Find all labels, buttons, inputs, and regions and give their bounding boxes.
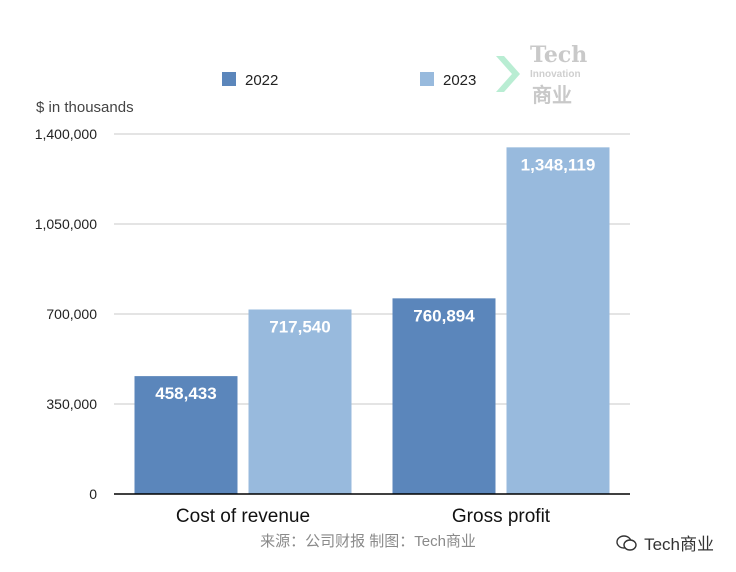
watermark-text-innovation: Innovation bbox=[530, 69, 581, 80]
legend-swatch-2022 bbox=[222, 72, 236, 86]
bar-2023-0 bbox=[248, 309, 352, 494]
legend-label-2023: 2023 bbox=[443, 72, 476, 89]
watermark-text-cn: 商业 bbox=[532, 85, 572, 107]
y-axis-unit-label: $ in thousands bbox=[36, 99, 134, 116]
wechat-icon bbox=[616, 534, 637, 551]
wechat-account-name: Tech商业 bbox=[644, 535, 714, 554]
category-labels: Cost of revenue Gross profit bbox=[176, 506, 551, 527]
bar-2022-0 bbox=[134, 376, 238, 494]
y-tick-label: 350,000 bbox=[46, 396, 97, 412]
legend-label-2022: 2022 bbox=[245, 72, 278, 89]
y-tick-label: 1,050,000 bbox=[35, 216, 97, 232]
bar-2022-1 bbox=[392, 298, 496, 494]
data-labels: 458,433 717,540 760,894 1,348,119 bbox=[155, 155, 595, 403]
y-axis-ticks: 0 350,000 700,000 1,050,000 1,400,000 bbox=[35, 126, 98, 502]
y-tick-label: 1,400,000 bbox=[35, 126, 97, 142]
category-label: Cost of revenue bbox=[176, 506, 310, 527]
legend: 2022 2023 bbox=[222, 72, 476, 89]
category-label: Gross profit bbox=[452, 506, 551, 527]
wechat-account: Tech商业 bbox=[616, 530, 714, 555]
bar-2023-1 bbox=[506, 147, 610, 495]
data-label: 717,540 bbox=[269, 317, 330, 336]
legend-swatch-2023 bbox=[420, 72, 434, 86]
watermark-logo: Tech Innovation 商业 bbox=[494, 42, 604, 107]
data-label: 1,348,119 bbox=[521, 155, 596, 174]
data-label: 760,894 bbox=[413, 306, 475, 325]
arrow-icon bbox=[496, 56, 520, 92]
bars bbox=[134, 147, 610, 495]
watermark-text-tech: Tech bbox=[530, 42, 588, 68]
y-tick-label: 0 bbox=[89, 486, 97, 502]
data-label: 458,433 bbox=[155, 384, 216, 403]
source-caption: 来源：公司财报 制图：Tech商业 bbox=[260, 533, 476, 550]
y-tick-label: 700,000 bbox=[46, 306, 97, 322]
